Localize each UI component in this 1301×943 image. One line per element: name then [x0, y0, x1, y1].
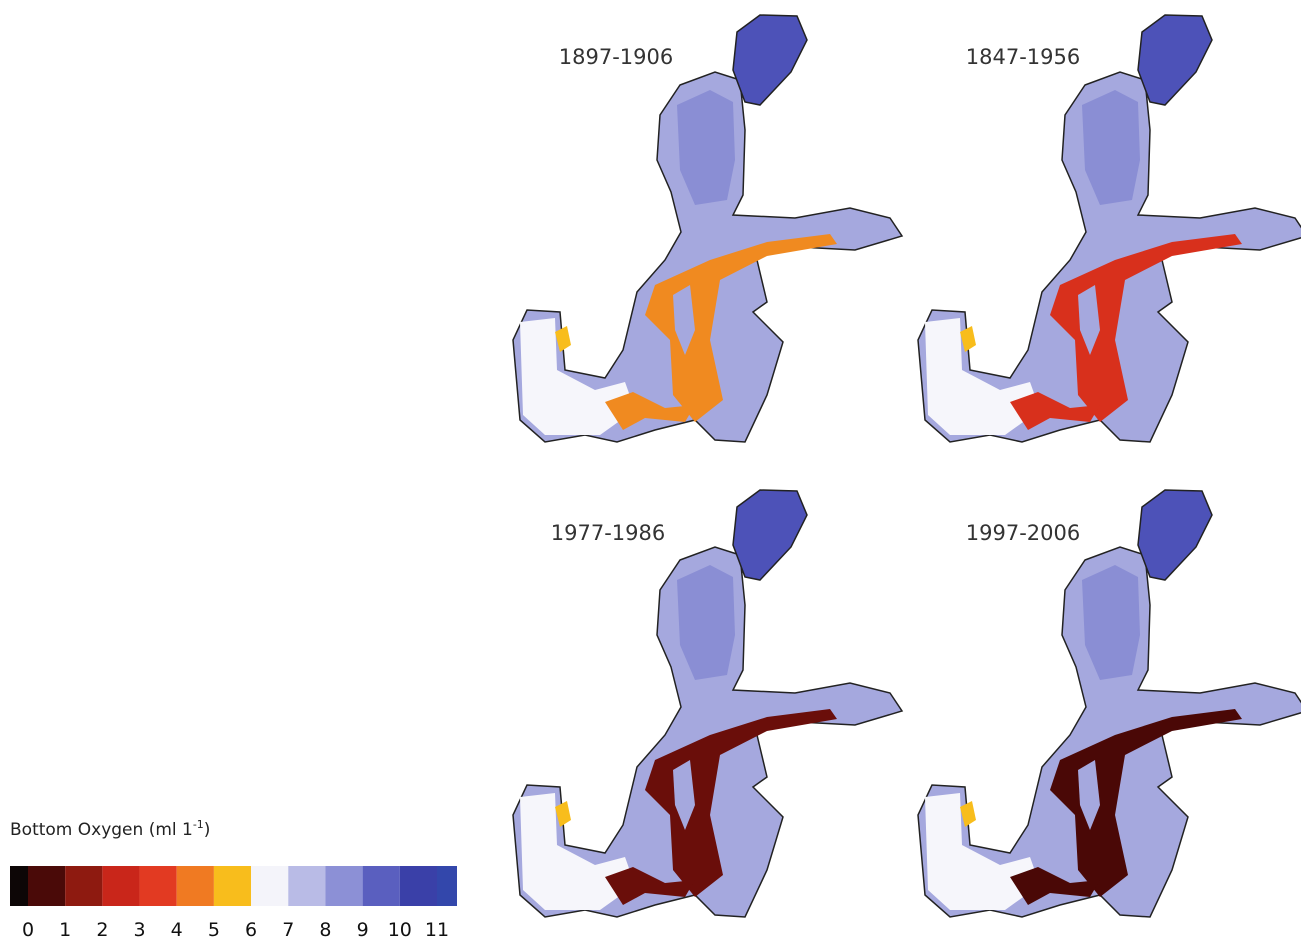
color-cell [288, 866, 326, 906]
tick-label: 2 [96, 919, 108, 941]
colorbar: 0 1 2 3 4 5 6 7 8 9 10 11 [10, 866, 457, 941]
tick-label: 11 [425, 919, 449, 941]
map [917, 489, 1301, 918]
legend-title-superscript: -1 [193, 818, 204, 831]
map [512, 489, 903, 918]
tick-label: 9 [357, 919, 369, 941]
color-cell [65, 866, 103, 906]
color-cell [176, 866, 214, 906]
color-cell [28, 866, 66, 906]
tick-label: 3 [133, 919, 145, 941]
tick-label: 4 [171, 919, 183, 941]
color-cell [251, 866, 289, 906]
tick-label: 0 [22, 919, 34, 941]
panel-title: 1977-1986 [551, 521, 665, 545]
tick-label: 1 [59, 919, 71, 941]
legend-title-end: ) [204, 820, 211, 840]
color-cell [437, 866, 457, 906]
map [512, 14, 903, 443]
color-cell [362, 866, 400, 906]
color-cell [10, 866, 28, 906]
panel-title: 1847-1956 [966, 45, 1080, 69]
legend-title-text: Bottom Oxygen (ml 1 [10, 820, 193, 840]
color-cell [213, 866, 252, 906]
map [917, 14, 1301, 443]
tick-label: 8 [319, 919, 331, 941]
panel-title: 1897-1906 [559, 45, 673, 69]
color-cell [399, 866, 437, 906]
tick-label: 10 [388, 919, 412, 941]
color-cell [139, 866, 177, 906]
panel-title: 1997-2006 [966, 521, 1080, 545]
tick-label: 6 [245, 919, 257, 941]
tick-label: 7 [282, 919, 294, 941]
color-cell [102, 866, 140, 906]
color-cell [325, 866, 363, 906]
legend-title: Bottom Oxygen (ml 1-1) [10, 818, 210, 840]
tick-label: 5 [208, 919, 220, 941]
